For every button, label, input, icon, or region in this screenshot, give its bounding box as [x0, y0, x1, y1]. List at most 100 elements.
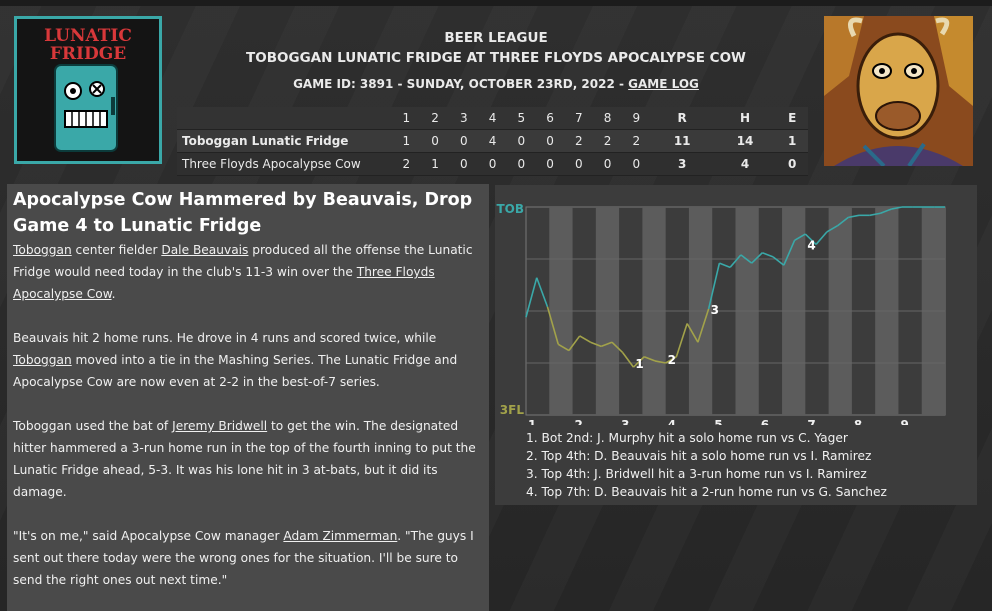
col-header-hits: H: [713, 107, 777, 130]
inning-cell: 2: [622, 129, 651, 153]
event-marker: 4: [807, 238, 815, 252]
inning-cell: 0: [593, 152, 622, 176]
errors-cell: 1: [776, 129, 808, 153]
col-header: 5: [507, 107, 536, 130]
inning-cell: 4: [478, 129, 507, 153]
article-paragraph-1: Toboggan center fielder Dale Beauvais pr…: [13, 239, 483, 305]
col-header: 7: [564, 107, 594, 130]
player-link[interactable]: Dale Beauvais: [161, 243, 249, 257]
inning-cell: 1: [392, 129, 421, 153]
inning-cell: 0: [507, 152, 536, 176]
col-header: 4: [478, 107, 507, 130]
fridge-logo-icon: LUNATIC FRIDGE: [17, 19, 159, 161]
hits-cell: 4: [713, 152, 777, 176]
series-segment: [546, 306, 559, 345]
text: Toboggan used the bat of: [13, 419, 173, 433]
x-tick-label: 4: [668, 418, 676, 425]
inning-cell: 0: [507, 129, 536, 153]
line-score-table: 1 2 3 4 5 6 7 8 9 R H E Toboggan Lunatic…: [177, 107, 808, 176]
event-marker: 1: [635, 357, 643, 371]
article-paragraph-3: Toboggan used the bat of Jeremy Bridwell…: [13, 415, 483, 503]
series-segment: [535, 277, 549, 308]
inning-cell: 2: [564, 129, 594, 153]
game-header: BEER LEAGUE TOBOGGAN LUNATIC FRIDGE AT T…: [176, 29, 816, 99]
player-link[interactable]: Jeremy Bridwell: [172, 419, 268, 433]
series-segment: [590, 341, 602, 348]
series-segment: [869, 212, 881, 217]
inning-cell: 0: [478, 152, 507, 176]
errors-cell: 0: [776, 152, 808, 176]
col-header-errors: E: [776, 107, 808, 130]
game-log-link[interactable]: GAME LOG: [628, 77, 699, 91]
team-name[interactable]: Toboggan Lunatic Fridge: [177, 129, 392, 153]
team-column-header: [177, 107, 392, 130]
inning-cell: 0: [449, 152, 479, 176]
series-segment: [697, 308, 710, 343]
series-segment: [880, 208, 892, 214]
runs-cell: 3: [650, 152, 714, 176]
series-segment: [762, 252, 774, 258]
event-item: 4. Top 7th: D. Beauvais hit a 2-run home…: [526, 485, 887, 499]
series-segment: [837, 216, 849, 227]
series-segment: [804, 233, 817, 246]
event-marker: 2: [668, 353, 676, 367]
col-header: 2: [420, 107, 450, 130]
x-tick-label: 5: [714, 418, 722, 425]
inning-cell: 0: [535, 152, 565, 176]
text: moved into a tie in the Mashing Series. …: [13, 353, 458, 389]
x-tick-label: 1: [528, 418, 536, 425]
col-header-runs: R: [650, 107, 714, 130]
top-bar: [0, 0, 992, 6]
league-title: BEER LEAGUE: [444, 30, 548, 46]
text: .: [111, 287, 116, 301]
series-segment: [665, 356, 677, 364]
text: center fielder: [71, 243, 162, 257]
series-segment: [751, 252, 763, 264]
team-link[interactable]: Three Floyds Apocalypse Cow: [13, 265, 435, 301]
series-segment: [632, 356, 645, 368]
x-tick-label: 6: [761, 418, 769, 425]
series-segment: [600, 341, 613, 348]
team-link[interactable]: Toboggan: [13, 243, 72, 257]
series-segment: [654, 360, 666, 364]
runs-cell: 11: [650, 129, 714, 153]
x-tick-label: 3: [621, 418, 629, 425]
manager-link[interactable]: Adam Zimmerman: [283, 529, 398, 543]
logo-text-2: FRIDGE: [50, 44, 126, 64]
inning-cell: 0: [420, 129, 450, 153]
inning-cell: 0: [564, 152, 594, 176]
series-segment: [783, 239, 796, 266]
inning-cell: 0: [449, 129, 479, 153]
inning-cell: 1: [420, 152, 450, 176]
player-portrait[interactable]: [824, 16, 973, 166]
win-probability-panel: TOB 3FL 1 2 3 4 5 6 7 8 9 1 2 3 4 1. Bot 2nd: J. Murph…: [495, 185, 977, 505]
x-tick-label: 8: [854, 418, 862, 425]
team-name[interactable]: Three Floyds Apocalypse Cow: [177, 152, 392, 176]
series-segment: [815, 231, 828, 245]
series-segment: [740, 254, 753, 264]
team-link[interactable]: Toboggan: [13, 353, 72, 367]
col-header: 3: [449, 107, 479, 130]
x-tick-label: 9: [900, 418, 908, 425]
event-item: 2. Top 4th: D. Beauvais hit a solo home …: [526, 449, 872, 463]
series-segment: [848, 214, 860, 219]
y-label-top: TOB: [496, 202, 524, 216]
game-recap-article: Apocalypse Cow Hammered by Beauvais, Dro…: [7, 184, 489, 611]
series-segment: [643, 356, 656, 362]
y-label-bottom: 3FL: [500, 403, 525, 417]
hits-cell: 14: [713, 129, 777, 153]
team-logo-lunatic-fridge[interactable]: LUNATIC FRIDGE: [14, 16, 162, 164]
series-segment: [794, 233, 806, 241]
game-info: GAME ID: 3891 - SUNDAY, OCTOBER 23RD, 20…: [176, 69, 816, 99]
col-header: 9: [622, 107, 651, 130]
series-segment: [579, 335, 591, 343]
series-segment: [891, 206, 903, 210]
col-header: 1: [392, 107, 421, 130]
inning-cell: 0: [622, 152, 651, 176]
article-headline: Apocalypse Cow Hammered by Beauvais, Dro…: [13, 190, 473, 236]
line-score-row-away: Toboggan Lunatic Fridge 1 0 0 4 0 0 2 2 …: [177, 129, 808, 153]
inning-cell: 0: [535, 129, 565, 153]
series-segment: [707, 262, 721, 310]
home-run-events-list: 1. Bot 2nd: J. Murphy hit a solo home ru…: [526, 429, 887, 501]
